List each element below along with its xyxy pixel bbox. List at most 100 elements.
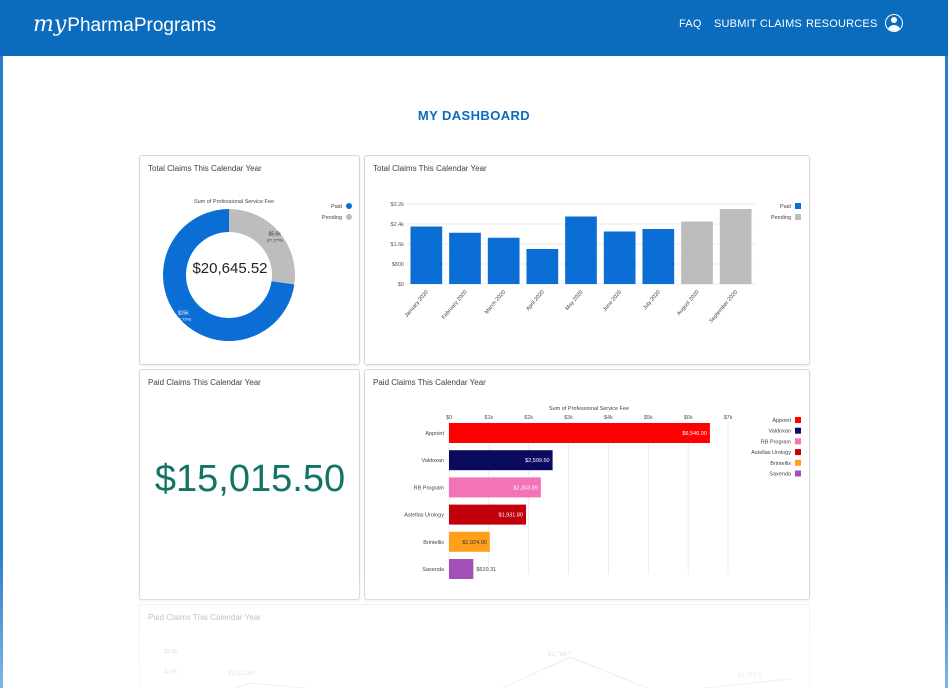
donut-subtitle: Sum of Professional Service Fee	[194, 199, 274, 205]
card-total-claims-monthly: Total Claims This Calendar Year $0 $800 $1…	[364, 155, 810, 365]
bar-valdoxan[interactable]	[449, 450, 553, 471]
legend-swatch	[346, 214, 352, 220]
bar-astellas-urology[interactable]	[449, 504, 526, 525]
legend-label: Pending	[771, 215, 791, 221]
bar-july-2020[interactable]	[642, 229, 675, 284]
hbar-subtitle: Sum of Professional Service Fee	[549, 406, 629, 412]
legend-label: Brintellix	[770, 461, 791, 467]
x-tick-label: April 2020	[525, 289, 546, 312]
user-head-shape	[890, 17, 897, 23]
main-content: MY DASHBOARD Total Claims This Calendar …	[3, 56, 945, 688]
x-tick-label: $2k	[524, 415, 533, 421]
bar-value-label: $1,931.80	[499, 513, 523, 519]
bottom-tick-label: $2.8k	[164, 649, 178, 655]
legend-swatch	[795, 427, 801, 434]
donut-slice-paid[interactable]	[163, 209, 295, 341]
y-category-label: Astellas Urology	[404, 513, 444, 519]
legend-swatch	[346, 203, 352, 209]
bar-january-2020[interactable]	[410, 226, 443, 285]
brand-name: PharmaPrograms	[67, 15, 217, 36]
bottom-tick-label: $2.4k	[164, 669, 178, 675]
x-tick-label: July 2020	[642, 289, 662, 311]
x-tick-label: $7k	[724, 415, 733, 421]
legend-swatch	[795, 417, 801, 423]
bar-brintellix[interactable]	[449, 531, 490, 552]
donut-slice-value-label: $5.6k	[269, 231, 282, 237]
legend-label: Appoint	[772, 418, 791, 424]
donut-slice-pending[interactable]	[229, 209, 295, 285]
bottom-line-chart: $2.8k $2.4k $2,313.90 $2,766.? $2,???.?	[164, 649, 791, 688]
x-tick-label: June 2020	[602, 289, 623, 313]
bar-march-2020[interactable]	[487, 237, 520, 284]
bar-value-label: $1,024.00	[462, 540, 486, 546]
legend-label: Paid	[331, 204, 342, 210]
legend-swatch	[795, 203, 801, 209]
x-tick-label: $3k	[564, 415, 573, 421]
y-tick-label: $0	[398, 282, 404, 288]
page-title: MY DASHBOARD	[417, 108, 531, 123]
legend-label: Valdoxan	[768, 429, 791, 435]
bar-value-label: $2,303.89	[513, 485, 537, 491]
card-paid-claims-programs: Paid Claims This Calendar Year Sum of Pr…	[364, 369, 810, 600]
x-tick-label: March 2020	[484, 289, 507, 315]
legend-label: Saxenda	[769, 472, 792, 478]
bar-appoint[interactable]	[449, 423, 710, 443]
donut-slices: $15k(72.73%) $5.6k(27.27%)	[163, 209, 295, 341]
y-tick-label: $800	[392, 262, 404, 268]
nav-submit-claims[interactable]: SUBMIT CLAIMS	[714, 18, 802, 30]
card-title: Paid Claims This Calendar Year	[148, 378, 261, 387]
brand-logo[interactable]: my PharmaPrograms	[33, 12, 216, 37]
legend-swatch	[795, 459, 801, 466]
bar-saxenda[interactable]	[449, 559, 474, 579]
brand-prefix: my	[33, 12, 67, 37]
card-paid-claims-bottom: Paid Claims This Calendar Year $2.8k $2.…	[139, 604, 810, 688]
donut-legend: Paid Pending	[322, 203, 352, 221]
y-tick-label: $3.2k	[391, 202, 405, 208]
x-tick-label: $5k	[644, 415, 653, 421]
bar-february-2020[interactable]	[449, 232, 481, 284]
card-total-claims-donut: Total Claims This Calendar Year Sum of P…	[139, 155, 360, 365]
bar-rb-program[interactable]	[449, 477, 541, 498]
legend-label: RB Program	[761, 439, 792, 445]
bar-value-label: $610.31	[476, 567, 496, 573]
y-category-label: Valdoxan	[421, 458, 444, 464]
bar-june-2020[interactable]	[603, 231, 636, 285]
monthly-bar-chart: $0 $800 $1.6k $2.4k $3.2k January 2020 Februar…	[391, 202, 801, 324]
legend-swatch	[795, 214, 801, 220]
x-tick-label: $0	[446, 415, 452, 421]
bar-august-2020[interactable]	[681, 221, 713, 285]
bottom-value-label: $2,766.?	[548, 652, 572, 658]
legend-label: Pending	[322, 215, 342, 221]
bar-may-2020[interactable]	[565, 216, 597, 285]
bar-april-2020[interactable]	[526, 249, 559, 284]
card-title: Total Claims This Calendar Year	[148, 164, 262, 173]
y-category-label: Brintellix	[423, 540, 444, 546]
nav-resources[interactable]: RESOURCES	[806, 18, 878, 30]
legend-swatch	[795, 449, 801, 456]
x-tick-label: September 2020	[708, 289, 739, 324]
donut-chart: Sum of Professional Service Fee $15k(72.…	[163, 199, 352, 341]
y-tick-label: $1.6k	[391, 242, 405, 248]
x-tick-label: May 2020	[564, 289, 584, 311]
program-bar-chart: Sum of Professional Service Fee $0 $1k $2k…	[404, 406, 801, 579]
donut-slice-value-label: $15k	[178, 311, 189, 317]
bottom-value-label: $2,???.?	[738, 673, 762, 679]
user-account-icon[interactable]	[885, 14, 903, 32]
nav-faq[interactable]: FAQ	[679, 18, 702, 30]
card-title: Total Claims This Calendar Year	[373, 164, 487, 173]
legend-swatch	[795, 438, 801, 445]
x-tick-label: $4k	[604, 415, 613, 421]
paid-claims-total-value: $15,015.50	[154, 458, 346, 500]
y-category-label: Saxenda	[422, 567, 445, 573]
x-tick-label: $1k	[484, 415, 493, 421]
legend-label: Paid	[780, 204, 791, 210]
donut-slice-pct-label: (72.73%)	[175, 317, 192, 322]
bar-value-label: $6,546.00	[682, 431, 706, 437]
bar-september-2020[interactable]	[719, 209, 752, 284]
x-tick-label: January 2020	[404, 289, 430, 318]
y-tick-label: $2.4k	[391, 222, 405, 228]
user-body-shape	[887, 24, 900, 31]
y-category-label: RB Program	[414, 485, 445, 491]
x-tick-label: $6k	[684, 415, 693, 421]
